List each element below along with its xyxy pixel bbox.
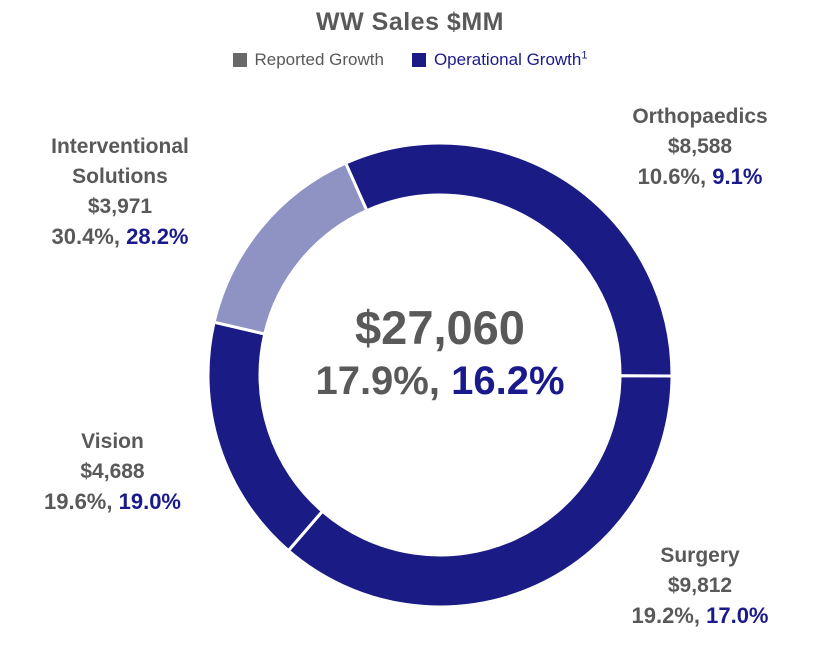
segment-name: Vision — [81, 430, 144, 453]
segment-value: $3,971 — [87, 195, 153, 218]
footnote-marker: 1 — [581, 49, 588, 62]
segment-name: Surgery — [660, 544, 740, 567]
segment-reported-growth: 30.4%, — [51, 224, 120, 249]
segment-growth-line: 30.4%, 28.2% — [10, 222, 230, 252]
segment-value: $4,688 — [80, 460, 145, 483]
segment-growth-line: 19.2%, 17.0% — [590, 601, 810, 631]
segment-operational-growth: 19.0% — [118, 489, 181, 514]
donut-segment-interventional-solutions — [212, 161, 369, 336]
segment-operational-growth: 17.0% — [706, 603, 769, 628]
legend-item-operational-growth: Operational Growth1 — [411, 49, 588, 70]
reported-growth-swatch-icon — [232, 53, 247, 67]
total-operational-growth: 16.2% — [451, 359, 565, 404]
segment-name: Interventional Solutions — [51, 135, 189, 188]
donut-segment-surgery — [286, 374, 674, 609]
segment-reported-growth: 19.6%, — [43, 489, 113, 514]
segment-growth-line: 19.6%, 19.0% — [5, 487, 220, 517]
segment-label-orthopaedics: Orthopaedics $8,588 10.6%, 9.1% — [585, 102, 815, 192]
segment-operational-growth: 9.1% — [712, 164, 763, 189]
segment-label-surgery: Surgery $9,812 19.2%, 17.0% — [590, 541, 810, 631]
segment-value: $8,588 — [667, 135, 733, 158]
segment-label-interventional-solutions: Interventional Solutions $3,971 30.4%, 2… — [10, 132, 230, 252]
segment-operational-growth: 28.2% — [126, 224, 189, 249]
segment-reported-growth: 19.2%, — [631, 603, 700, 628]
total-sales-value: $27,060 — [355, 301, 525, 354]
donut-center-label: $27,060 17.9%, 16.2% — [240, 296, 640, 403]
segment-growth-line: 10.6%, 9.1% — [585, 162, 815, 192]
total-reported-growth: 17.9%, — [315, 359, 440, 404]
legend-item-reported-growth: Reported Growth — [232, 50, 384, 70]
segment-name: Orthopaedics — [632, 105, 768, 128]
segment-value: $9,812 — [667, 574, 733, 597]
operational-growth-swatch-icon — [411, 53, 426, 67]
chart-title: WW Sales $MM — [316, 8, 504, 36]
segment-label-vision: Vision $4,688 19.6%, 19.0% — [5, 427, 220, 517]
segment-reported-growth: 10.6%, — [637, 164, 707, 189]
total-growth-line: 17.9%, 16.2% — [240, 359, 640, 403]
legend: Reported Growth Operational Growth1 — [0, 50, 820, 70]
legend-label-operational: Operational Growth1 — [433, 49, 588, 69]
legend-label-reported: Reported Growth — [254, 50, 384, 69]
